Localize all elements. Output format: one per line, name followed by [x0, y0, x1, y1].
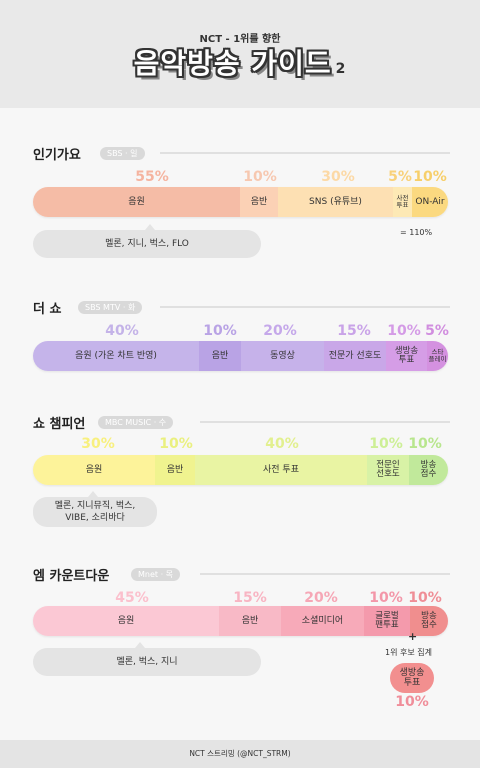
pct-label: 15%: [233, 590, 267, 606]
pct-label: 10%: [203, 323, 237, 339]
pct-label: 10%: [243, 169, 277, 185]
segment-live-vote: 생방송 투표: [386, 341, 427, 371]
section-divider: [160, 306, 450, 308]
section-tag-show-champion: MBC MUSIC · 수: [98, 416, 174, 429]
section-tag-the-show: SBS MTV · 화: [78, 301, 143, 314]
pct-label: 55%: [135, 169, 169, 185]
note-streaming-sites: 멜론, 벅스, 지니: [33, 648, 261, 676]
pct-label: 45%: [115, 590, 149, 606]
pct-label: 30%: [81, 436, 115, 452]
section-tag-inkigayo: SBS · 일: [100, 147, 145, 160]
footer: NCT 스트리밍 (@NCT_STRM): [0, 740, 480, 768]
page-title-number: 2: [335, 61, 347, 77]
segment-streaming: 음원: [33, 187, 240, 217]
note-pointer: [145, 224, 155, 230]
plus-sign: +: [408, 630, 418, 643]
pct-label: 10%: [369, 436, 403, 452]
note-streaming-sites: 멜론, 지니뮤직, 벅스, VIBE, 소리바다: [33, 497, 157, 527]
pct-label: 10%: [159, 436, 193, 452]
pct-label: 10%: [387, 323, 421, 339]
total-percent: = 110%: [400, 228, 433, 237]
section-tag-m-countdown: Mnet · 목: [131, 568, 181, 581]
pct-label: 20%: [304, 590, 338, 606]
section-title-show-champion: 쇼 챔피언: [33, 417, 86, 432]
segment-streaming: 음원 (가온 차트 반영): [33, 341, 199, 371]
section-title-the-show: 더 쇼: [33, 302, 62, 317]
segment-pre-vote: 사전 투표: [195, 455, 367, 485]
section-divider: [160, 152, 450, 154]
segment-sns: SNS (유튜브): [278, 187, 393, 217]
segment-global-fan-vote: 글로벌 팬투표: [364, 606, 410, 636]
pct-label: 40%: [105, 323, 139, 339]
pct-label: 40%: [265, 436, 299, 452]
segment-streaming: 음원: [33, 606, 219, 636]
pct-label: 30%: [321, 169, 355, 185]
candidate-tally-label: 1위 후보 집계: [385, 648, 432, 657]
segment-star-play: 스타 플레이: [427, 341, 448, 371]
segment-broadcast-score: 방송 점수: [409, 455, 448, 485]
segment-broadcast-score: 방송 점수: [410, 606, 448, 636]
pct-label: 10%: [413, 169, 447, 185]
segment-streaming: 음원: [33, 455, 155, 485]
segment-album: 음반: [155, 455, 195, 485]
section-divider: [200, 573, 450, 575]
segment-expert: 전문가 선호도: [324, 341, 386, 371]
page-title: 음악방송 가이드 2: [0, 42, 480, 82]
segment-pre-vote: 사전 투표: [393, 187, 412, 217]
section-title-inkigayo: 인기가요: [33, 148, 81, 163]
pct-label: 10%: [395, 694, 429, 710]
weight-bar-the-show: 음원 (가온 차트 반영) 음반 동영상 전문가 선호도 생방송 투표 스타 플…: [33, 341, 448, 371]
section-title-m-countdown: 엠 카운트다운: [33, 569, 110, 584]
segment-album: 음반: [240, 187, 278, 217]
pct-label: 5%: [388, 169, 412, 185]
pct-label: 10%: [408, 436, 442, 452]
weight-bar-inkigayo: 음원 음반 SNS (유튜브) 사전 투표 ON-Air: [33, 187, 448, 217]
note-pointer: [88, 491, 98, 497]
segment-album: 음반: [219, 606, 281, 636]
pct-label: 10%: [369, 590, 403, 606]
segment-album: 음반: [199, 341, 241, 371]
section-divider: [200, 421, 450, 423]
segment-expert: 전문인 선호도: [367, 455, 409, 485]
header: NCT - 1위를 향한 음악방송 가이드 2: [0, 0, 480, 108]
live-vote-bubble: 생방송 투표: [390, 663, 434, 693]
pct-label: 15%: [337, 323, 371, 339]
segment-social-media: 소셜미디어: [281, 606, 364, 636]
note-streaming-sites: 멜론, 지니, 벅스, FLO: [33, 230, 261, 258]
pct-label: 20%: [263, 323, 297, 339]
pct-label: 5%: [425, 323, 449, 339]
weight-bar-show-champion: 음원 음반 사전 투표 전문인 선호도 방송 점수: [33, 455, 448, 485]
segment-video: 동영상: [241, 341, 324, 371]
weight-bar-m-countdown: 음원 음반 소셜미디어 글로벌 팬투표 방송 점수: [33, 606, 448, 636]
note-pointer: [135, 642, 145, 648]
subtitle: NCT - 1위를 향한: [199, 34, 281, 45]
pct-label: 10%: [408, 590, 442, 606]
page-title-text: 음악방송 가이드: [133, 47, 332, 80]
segment-on-air: ON-Air: [412, 187, 448, 217]
